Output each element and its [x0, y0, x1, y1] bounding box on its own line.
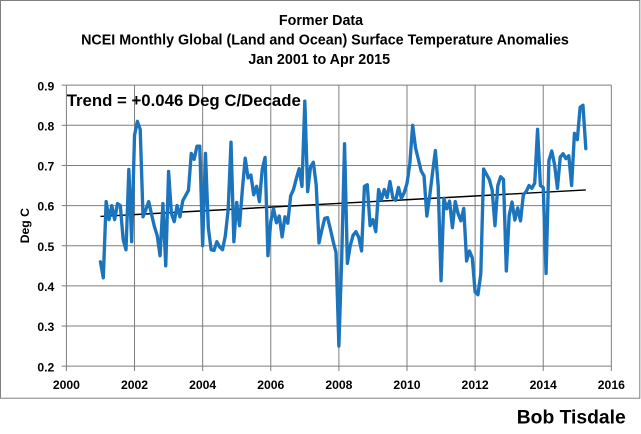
- svg-text:Trend = +0.046 Deg C/Decade: Trend = +0.046 Deg C/Decade: [67, 91, 301, 110]
- svg-text:0.2: 0.2: [37, 360, 54, 374]
- svg-text:2008: 2008: [325, 378, 352, 392]
- svg-text:0.7: 0.7: [37, 160, 54, 174]
- svg-text:Deg C: Deg C: [18, 208, 32, 243]
- svg-text:0.3: 0.3: [37, 320, 54, 334]
- svg-text:0.8: 0.8: [37, 119, 54, 133]
- svg-text:0.5: 0.5: [37, 240, 54, 254]
- svg-text:2004: 2004: [189, 378, 216, 392]
- svg-text:2010: 2010: [393, 378, 420, 392]
- svg-text:2016: 2016: [598, 378, 625, 392]
- svg-text:2000: 2000: [53, 378, 80, 392]
- svg-text:Jan 2001 to Apr 2015: Jan 2001 to Apr 2015: [248, 52, 390, 68]
- svg-text:2012: 2012: [462, 378, 489, 392]
- svg-text:0.4: 0.4: [37, 280, 54, 294]
- svg-text:2014: 2014: [530, 378, 557, 392]
- svg-text:NCEI Monthly Global (Land and: NCEI Monthly Global (Land and Ocean) Sur…: [81, 33, 569, 49]
- svg-text:Former Data: Former Data: [279, 13, 364, 29]
- svg-text:2006: 2006: [257, 378, 284, 392]
- svg-text:0.9: 0.9: [37, 79, 54, 93]
- svg-text:2002: 2002: [121, 378, 148, 392]
- svg-text:Bob Tisdale: Bob Tisdale: [517, 408, 626, 429]
- svg-text:0.6: 0.6: [37, 200, 54, 214]
